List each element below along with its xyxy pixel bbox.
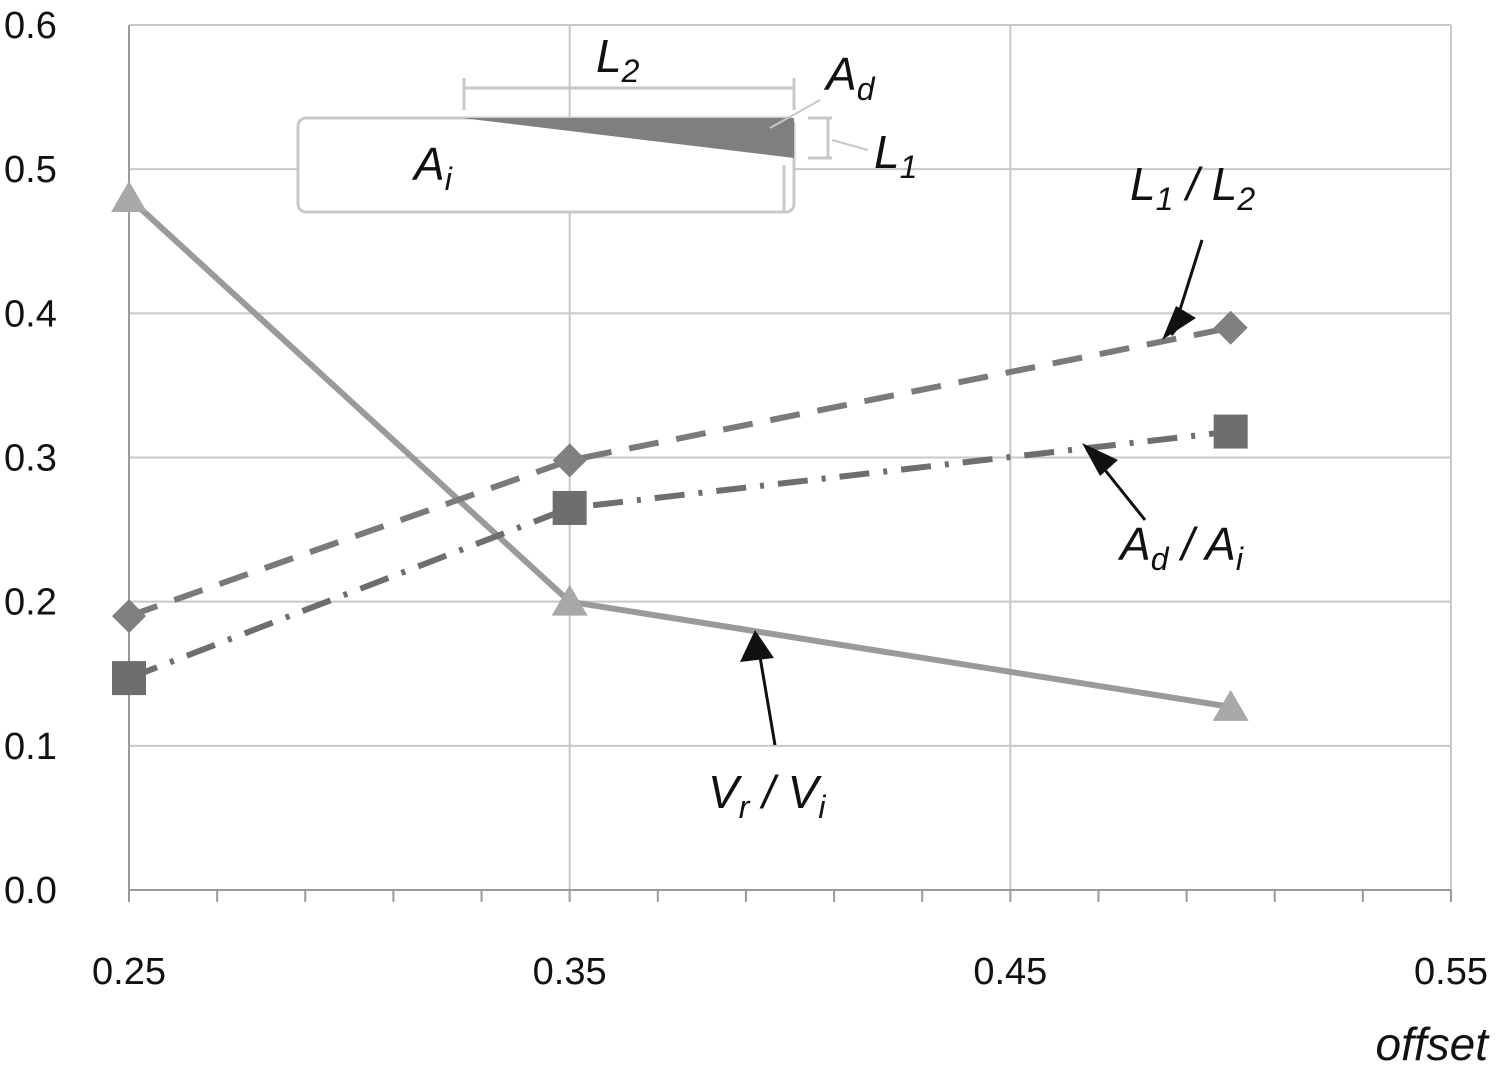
series-line-l1_l2	[128, 324, 1232, 619]
arrowhead-ad-ai	[1082, 443, 1118, 476]
y-tick-label: 0.0	[4, 870, 57, 912]
axes: 0.0 0.1 0.2 0.3 0.4 0.5 0.6 0.25 0.35 0.45 0.55	[4, 5, 1488, 993]
arrowhead-vr-vi	[740, 630, 774, 662]
square-marker	[112, 661, 146, 696]
arrow-vr-vi	[756, 644, 777, 746]
ad-leader-line	[769, 99, 821, 129]
inset-label-l1: L1	[874, 126, 917, 185]
series-markers	[111, 181, 1249, 721]
square-marker	[552, 490, 587, 525]
arrowhead-l1-l2	[1162, 306, 1196, 340]
diamond-marker	[1213, 310, 1248, 345]
x-tick-label: 0.55	[1414, 951, 1488, 993]
x-tick-label: 0.25	[92, 951, 166, 993]
y-tick-label: 0.3	[4, 438, 57, 480]
inset-label-l2: L2	[596, 30, 640, 89]
triangle-marker	[1212, 689, 1249, 721]
triangle-marker	[551, 584, 588, 616]
series-lines	[126, 195, 1232, 710]
x-axis-label: offset	[1375, 1018, 1490, 1070]
inset-wedge	[462, 118, 794, 158]
series-labels: L1 / L2 Ad / Ai Vr / Vi	[708, 158, 1255, 825]
x-tick-label: 0.45	[973, 951, 1047, 993]
l1-leader-line	[831, 139, 869, 151]
label-ad-ai: Ad / Ai	[1117, 518, 1244, 577]
inset-label-ai: Ai	[411, 138, 453, 197]
y-tick-label: 0.4	[4, 293, 57, 335]
label-l1-l2: L1 / L2	[1130, 158, 1255, 217]
y-tick-label: 0.1	[4, 726, 57, 768]
diamond-marker	[552, 443, 587, 478]
series-line-vr_vi	[126, 195, 1232, 710]
y-tick-label: 0.6	[4, 5, 57, 47]
triangle-marker	[111, 181, 147, 212]
inset-diagram: L2 Ad L1 Ai	[296, 30, 917, 214]
series-line-ad_ai	[127, 428, 1232, 681]
y-tick-label: 0.5	[4, 149, 57, 191]
x-tick-label: 0.35	[533, 951, 607, 993]
label-vr-vi: Vr / Vi	[708, 766, 826, 825]
diamond-marker	[112, 599, 146, 634]
inset-label-ad: Ad	[823, 48, 876, 107]
y-tick-label: 0.2	[4, 582, 57, 624]
square-marker	[1213, 414, 1248, 449]
